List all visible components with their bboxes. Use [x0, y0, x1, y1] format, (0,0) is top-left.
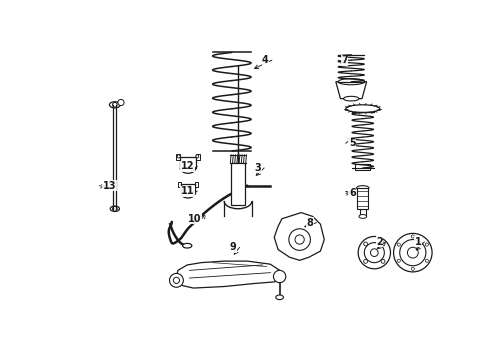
Circle shape: [370, 249, 378, 256]
Text: 13: 13: [102, 181, 116, 191]
Circle shape: [113, 206, 117, 211]
Text: 4: 4: [262, 55, 269, 65]
Circle shape: [289, 229, 311, 250]
Ellipse shape: [338, 78, 365, 85]
Bar: [178, 182, 181, 187]
Text: 10: 10: [188, 214, 202, 224]
Text: 5: 5: [349, 138, 356, 148]
Circle shape: [273, 270, 286, 283]
Circle shape: [364, 260, 368, 263]
Circle shape: [173, 277, 179, 283]
Circle shape: [393, 233, 432, 272]
Ellipse shape: [183, 243, 192, 248]
Polygon shape: [336, 82, 367, 99]
Ellipse shape: [359, 215, 367, 219]
Ellipse shape: [276, 295, 284, 300]
Polygon shape: [176, 261, 282, 288]
Circle shape: [184, 186, 192, 194]
Circle shape: [381, 242, 385, 246]
Polygon shape: [274, 213, 324, 260]
Text: 6: 6: [349, 188, 356, 198]
Ellipse shape: [343, 96, 359, 101]
Bar: [176, 154, 180, 160]
Circle shape: [397, 243, 400, 246]
Text: 12: 12: [181, 161, 194, 171]
Circle shape: [425, 259, 428, 262]
Text: 3: 3: [254, 163, 261, 173]
Circle shape: [177, 155, 180, 158]
Text: 8: 8: [307, 217, 314, 228]
Circle shape: [364, 242, 368, 246]
Ellipse shape: [110, 206, 120, 211]
Circle shape: [170, 274, 183, 287]
Text: 9: 9: [230, 242, 237, 252]
Bar: [196, 154, 199, 160]
Ellipse shape: [357, 186, 369, 190]
Circle shape: [365, 243, 384, 263]
Circle shape: [118, 99, 124, 105]
Circle shape: [295, 235, 304, 244]
Bar: [357, 188, 368, 209]
Circle shape: [358, 237, 391, 269]
Text: 1: 1: [415, 237, 421, 247]
Text: 2: 2: [376, 237, 383, 247]
Circle shape: [381, 260, 385, 263]
Ellipse shape: [346, 105, 380, 112]
Bar: [360, 209, 366, 216]
Text: 11: 11: [181, 186, 194, 196]
Circle shape: [400, 239, 426, 266]
Circle shape: [113, 103, 117, 107]
Ellipse shape: [109, 102, 120, 108]
Circle shape: [411, 235, 415, 238]
Circle shape: [425, 243, 428, 246]
Bar: [231, 163, 245, 205]
Bar: [195, 182, 198, 187]
Text: 7: 7: [341, 55, 348, 65]
Circle shape: [196, 155, 199, 158]
Bar: [355, 164, 370, 170]
Circle shape: [408, 247, 418, 258]
Circle shape: [411, 267, 415, 270]
Circle shape: [397, 259, 400, 262]
